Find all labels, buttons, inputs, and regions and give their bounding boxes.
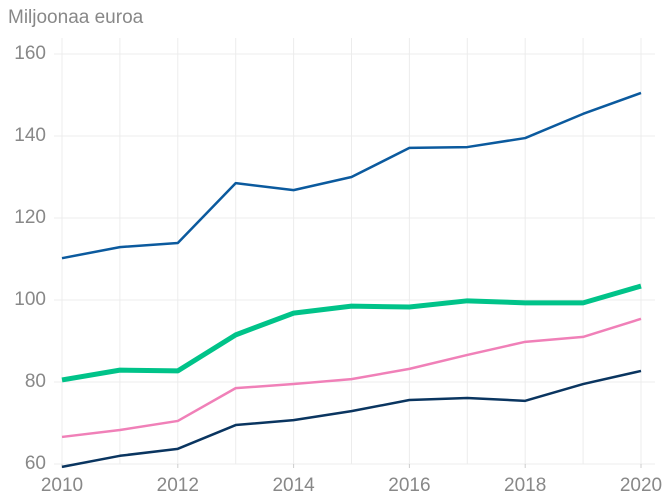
y-tick-label: 60 <box>25 453 46 474</box>
y-tick-label: 100 <box>14 289 46 310</box>
x-tick-label: 2020 <box>620 475 662 496</box>
y-tick-label: 160 <box>14 43 46 64</box>
y-tick-label: 120 <box>14 207 46 228</box>
series-line <box>61 283 642 383</box>
x-tick-label: 2012 <box>157 475 199 496</box>
y-tick-label: 80 <box>25 371 46 392</box>
series-line <box>61 91 642 260</box>
x-tick-label: 2010 <box>41 475 83 496</box>
x-tick-label: 2014 <box>272 475 315 496</box>
y-axis-label: Miljoonaa euroa <box>8 7 144 28</box>
y-tick-label: 140 <box>14 125 46 146</box>
series-line <box>61 317 642 439</box>
series-line <box>61 369 642 469</box>
x-tick-label: 2016 <box>388 475 430 496</box>
x-tick-label: 2018 <box>504 475 546 496</box>
